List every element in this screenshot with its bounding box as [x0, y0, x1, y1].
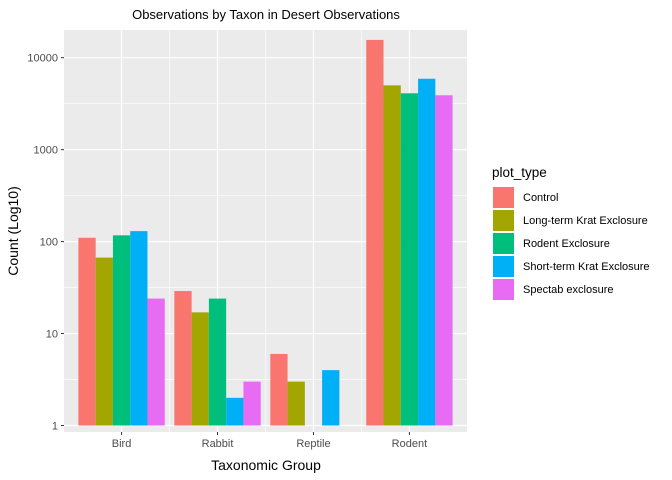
bar	[208, 298, 227, 426]
bar	[95, 257, 113, 426]
x-tick-label: Rodent	[392, 438, 427, 450]
legend-label: Short-term Krat Exclosure	[523, 261, 650, 273]
x-tick-label: Rabbit	[202, 438, 234, 450]
legend-label: Long-term Krat Exclosure	[523, 215, 648, 227]
bar	[418, 78, 436, 426]
x-axis-title: Taxonomic Group	[211, 457, 321, 473]
legend: plot_type Control Long-term Krat Exclosur…	[492, 165, 650, 300]
y-axis-title: Count (Log10)	[5, 186, 21, 276]
legend-key	[493, 279, 514, 300]
bars	[78, 39, 453, 426]
x-tick-label: Reptile	[296, 438, 330, 450]
bar	[435, 95, 453, 426]
bar	[366, 39, 384, 426]
legend-title: plot_type	[492, 165, 547, 180]
legend-key	[493, 256, 514, 277]
x-tick-label: Bird	[112, 438, 132, 450]
chart-title: Observations by Taxon in Desert Observat…	[132, 7, 400, 22]
bar	[400, 93, 419, 426]
bar	[191, 312, 209, 426]
legend-label: Rodent Exclosure	[523, 238, 610, 250]
legend-label: Control	[523, 192, 558, 204]
bar	[383, 85, 401, 426]
bar	[243, 381, 261, 426]
y-axis: 1 10 100 1000 10000	[27, 53, 64, 433]
legend-key	[493, 187, 514, 208]
bar	[174, 291, 192, 426]
bar	[287, 381, 305, 426]
legend-key	[493, 233, 514, 254]
bar	[322, 370, 340, 426]
y-tick-label: 100	[40, 237, 58, 249]
bar	[147, 298, 165, 426]
bar	[130, 231, 148, 426]
y-tick-label: 10	[46, 329, 58, 341]
bar	[270, 353, 288, 426]
bar	[112, 235, 131, 426]
y-tick-label: 10000	[27, 53, 58, 65]
y-tick-label: 1	[52, 421, 58, 433]
bar	[226, 397, 244, 426]
legend-key	[493, 210, 514, 231]
bar	[78, 237, 96, 426]
x-axis: Bird Rabbit Reptile Rodent	[112, 432, 427, 450]
y-tick-label: 1000	[34, 145, 58, 157]
legend-label: Spectab exclosure	[523, 284, 614, 296]
